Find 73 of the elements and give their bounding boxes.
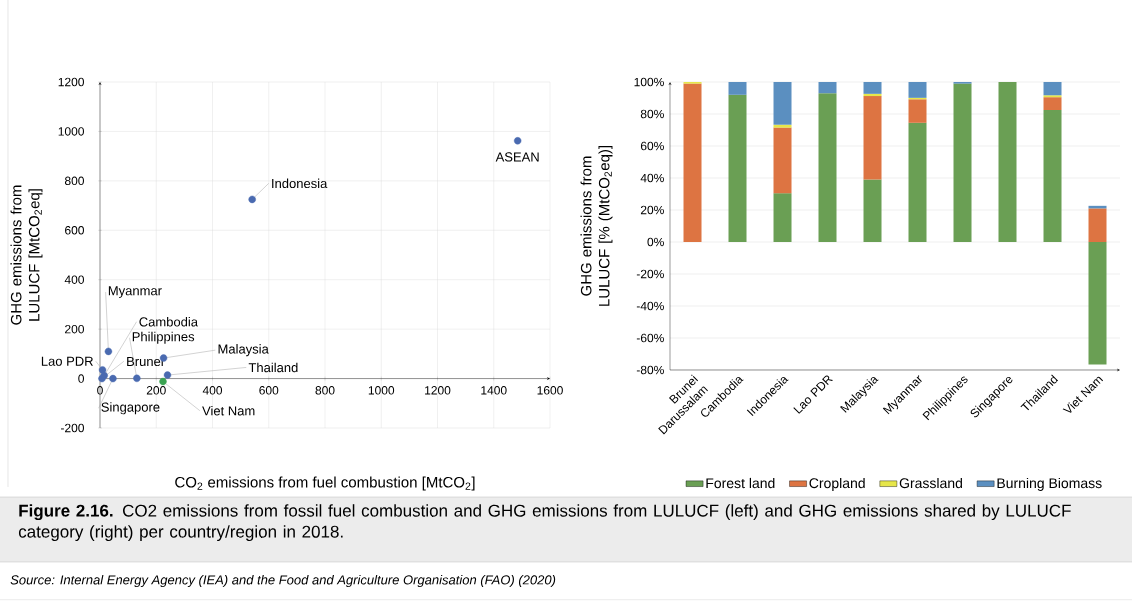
y-tick-label: 400 xyxy=(64,275,84,284)
y-tick-label: 1000 xyxy=(58,127,84,136)
bar xyxy=(908,82,927,98)
y-tick-label: 100% xyxy=(634,77,664,87)
bar xyxy=(728,82,747,95)
x-tick-label: 600 xyxy=(259,386,279,395)
y-tick-label: 20% xyxy=(640,205,664,215)
y-tick-label: -40% xyxy=(636,301,664,311)
legend-label: Forest land xyxy=(706,477,775,489)
x-tick-label: 1400 xyxy=(481,386,507,395)
bar xyxy=(773,82,792,125)
bar xyxy=(863,179,882,242)
bar xyxy=(1088,242,1107,365)
annotation: ASEAN xyxy=(495,152,539,162)
bar xyxy=(773,127,792,194)
bar xyxy=(1043,110,1062,242)
x-tick-label: 1600 xyxy=(537,386,563,395)
bar xyxy=(998,82,1017,242)
point xyxy=(159,377,167,386)
point xyxy=(248,195,256,204)
bar xyxy=(818,93,837,242)
legend-label: Burning Biomass xyxy=(997,477,1102,491)
y-tick-label: 40% xyxy=(640,173,664,183)
y-tick-label: -80% xyxy=(636,365,664,375)
bar xyxy=(1043,97,1062,110)
y-tick-label: 800 xyxy=(64,176,84,186)
y-tick-label: 80% xyxy=(640,109,664,119)
bar xyxy=(818,82,837,94)
x-tick-label: 1000 xyxy=(368,386,395,395)
x-tick-label: 0 xyxy=(97,386,103,395)
annotation: Lao PDR xyxy=(41,356,93,366)
bar xyxy=(1088,208,1107,242)
y-tick-label: 600 xyxy=(65,226,84,235)
bar xyxy=(683,83,702,242)
point xyxy=(109,374,117,383)
point xyxy=(163,371,172,379)
bar xyxy=(773,124,792,128)
bar xyxy=(1043,82,1062,96)
point xyxy=(133,374,141,383)
y-tick-label: -60% xyxy=(636,333,664,343)
bar xyxy=(953,83,972,242)
y-tick-label: 0% xyxy=(647,237,664,247)
point xyxy=(513,137,522,145)
x-tick-label: 200 xyxy=(146,386,166,395)
y-tick-label: -200 xyxy=(60,423,84,433)
legend-label: Cropland xyxy=(809,477,865,491)
annotation: Philippines xyxy=(132,331,195,344)
annotation: Brunei xyxy=(127,356,163,367)
point xyxy=(104,347,113,356)
x-tick-label: 1200 xyxy=(425,386,451,395)
legend-label: Grassland xyxy=(899,477,962,489)
y-tick-label: -20% xyxy=(636,269,664,279)
x-tick-label: 400 xyxy=(202,386,223,395)
y-tick-label: 60% xyxy=(640,141,664,151)
x-axis-title: CO$_{2}$ emissions from fuel combustion [MtCO$_{2}$] xyxy=(175,476,475,491)
x-tick-label: 800 xyxy=(315,386,335,395)
y-tick-label: 1200 xyxy=(58,77,84,87)
bar xyxy=(908,122,927,242)
text: Figure 2.16. CO2 emissions from fossil fuel combustion and GHG emissions from LULUCF (left) and GHG emissions shared by LULUCF category (right) per country/region in 2018. xyxy=(18,504,1071,542)
annotation: Thailand xyxy=(248,362,298,373)
source-note: Source: Internal Energy Agency (IEA) and the Food and Agriculture Organisation (FAO) (2020) xyxy=(10,574,556,588)
bar xyxy=(863,82,882,94)
bar xyxy=(908,99,927,123)
y-tick-label: 200 xyxy=(65,324,84,334)
point xyxy=(98,366,107,374)
bar xyxy=(863,96,882,180)
bar xyxy=(773,193,792,242)
bar xyxy=(728,94,747,242)
annotation: Indonesia xyxy=(272,178,328,189)
annotation: Malaysia xyxy=(218,344,269,357)
annotation: Cambodia xyxy=(139,316,199,327)
annotation: Myanmar xyxy=(108,286,162,298)
bar xyxy=(863,93,882,97)
